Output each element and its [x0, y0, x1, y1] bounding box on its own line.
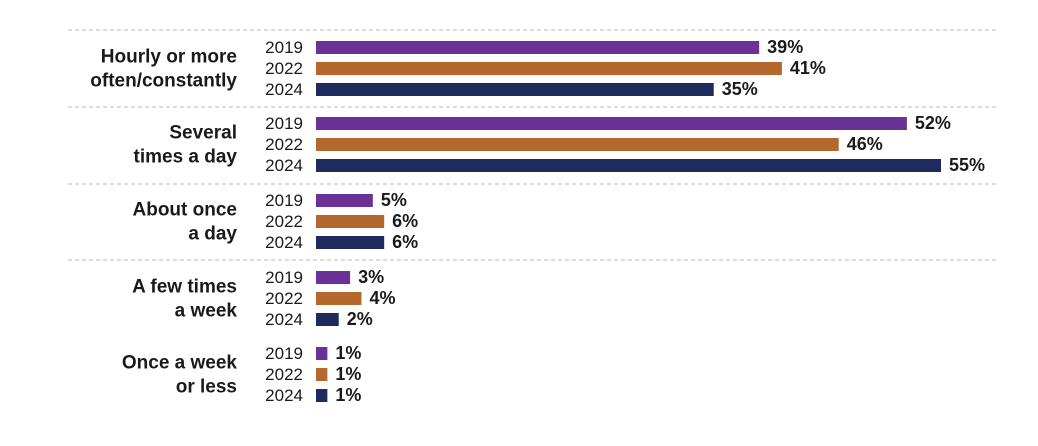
value-label: 52% — [915, 113, 951, 133]
year-label: 2022 — [265, 135, 303, 154]
bar-2019 — [316, 41, 760, 54]
bar-2024 — [316, 313, 339, 326]
value-label: 35% — [722, 79, 758, 99]
value-label: 1% — [335, 343, 361, 363]
year-label: 2022 — [265, 365, 303, 384]
value-label: 1% — [335, 385, 361, 405]
bar-2019 — [316, 347, 328, 360]
bar-2024 — [316, 236, 385, 249]
year-label: 2019 — [265, 38, 303, 57]
value-label: 39% — [767, 37, 803, 57]
bar-2019 — [316, 271, 351, 284]
year-label: 2024 — [265, 233, 303, 252]
year-label: 2022 — [265, 289, 303, 308]
year-label: 2019 — [265, 268, 303, 287]
year-label: 2022 — [265, 59, 303, 78]
bar-2019 — [316, 117, 907, 130]
category-label: Hourly or more often/constantly — [90, 47, 237, 92]
year-label: 2019 — [265, 191, 303, 210]
category-label: Several times a day — [134, 123, 238, 168]
bar-2024 — [316, 389, 328, 402]
category-label: About once a day — [133, 200, 238, 245]
value-label: 6% — [392, 211, 418, 231]
value-label: 3% — [358, 267, 384, 287]
value-label: 1% — [335, 364, 361, 384]
bar-2022 — [316, 368, 328, 381]
bar-2022 — [316, 215, 385, 228]
year-label: 2019 — [265, 344, 303, 363]
bar-2022 — [316, 138, 839, 151]
year-label: 2022 — [265, 212, 303, 231]
value-label: 46% — [847, 134, 883, 154]
year-label: 2024 — [265, 80, 303, 99]
value-label: 55% — [949, 155, 985, 175]
value-label: 41% — [790, 58, 826, 78]
year-label: 2024 — [265, 386, 303, 405]
value-label: 6% — [392, 232, 418, 252]
value-label: 2% — [347, 309, 373, 329]
bar-2022 — [316, 292, 362, 305]
category-label: A few times a week — [132, 277, 237, 322]
year-label: 2024 — [265, 310, 303, 329]
bar-2024 — [316, 83, 714, 96]
value-label: 4% — [369, 288, 395, 308]
value-label: 5% — [381, 190, 407, 210]
year-label: 2024 — [265, 156, 303, 175]
bar-2024 — [316, 159, 941, 172]
bar-2019 — [316, 194, 373, 207]
year-label: 2019 — [265, 114, 303, 133]
category-label: Once a week or less — [122, 353, 238, 398]
bar-2022 — [316, 62, 782, 75]
